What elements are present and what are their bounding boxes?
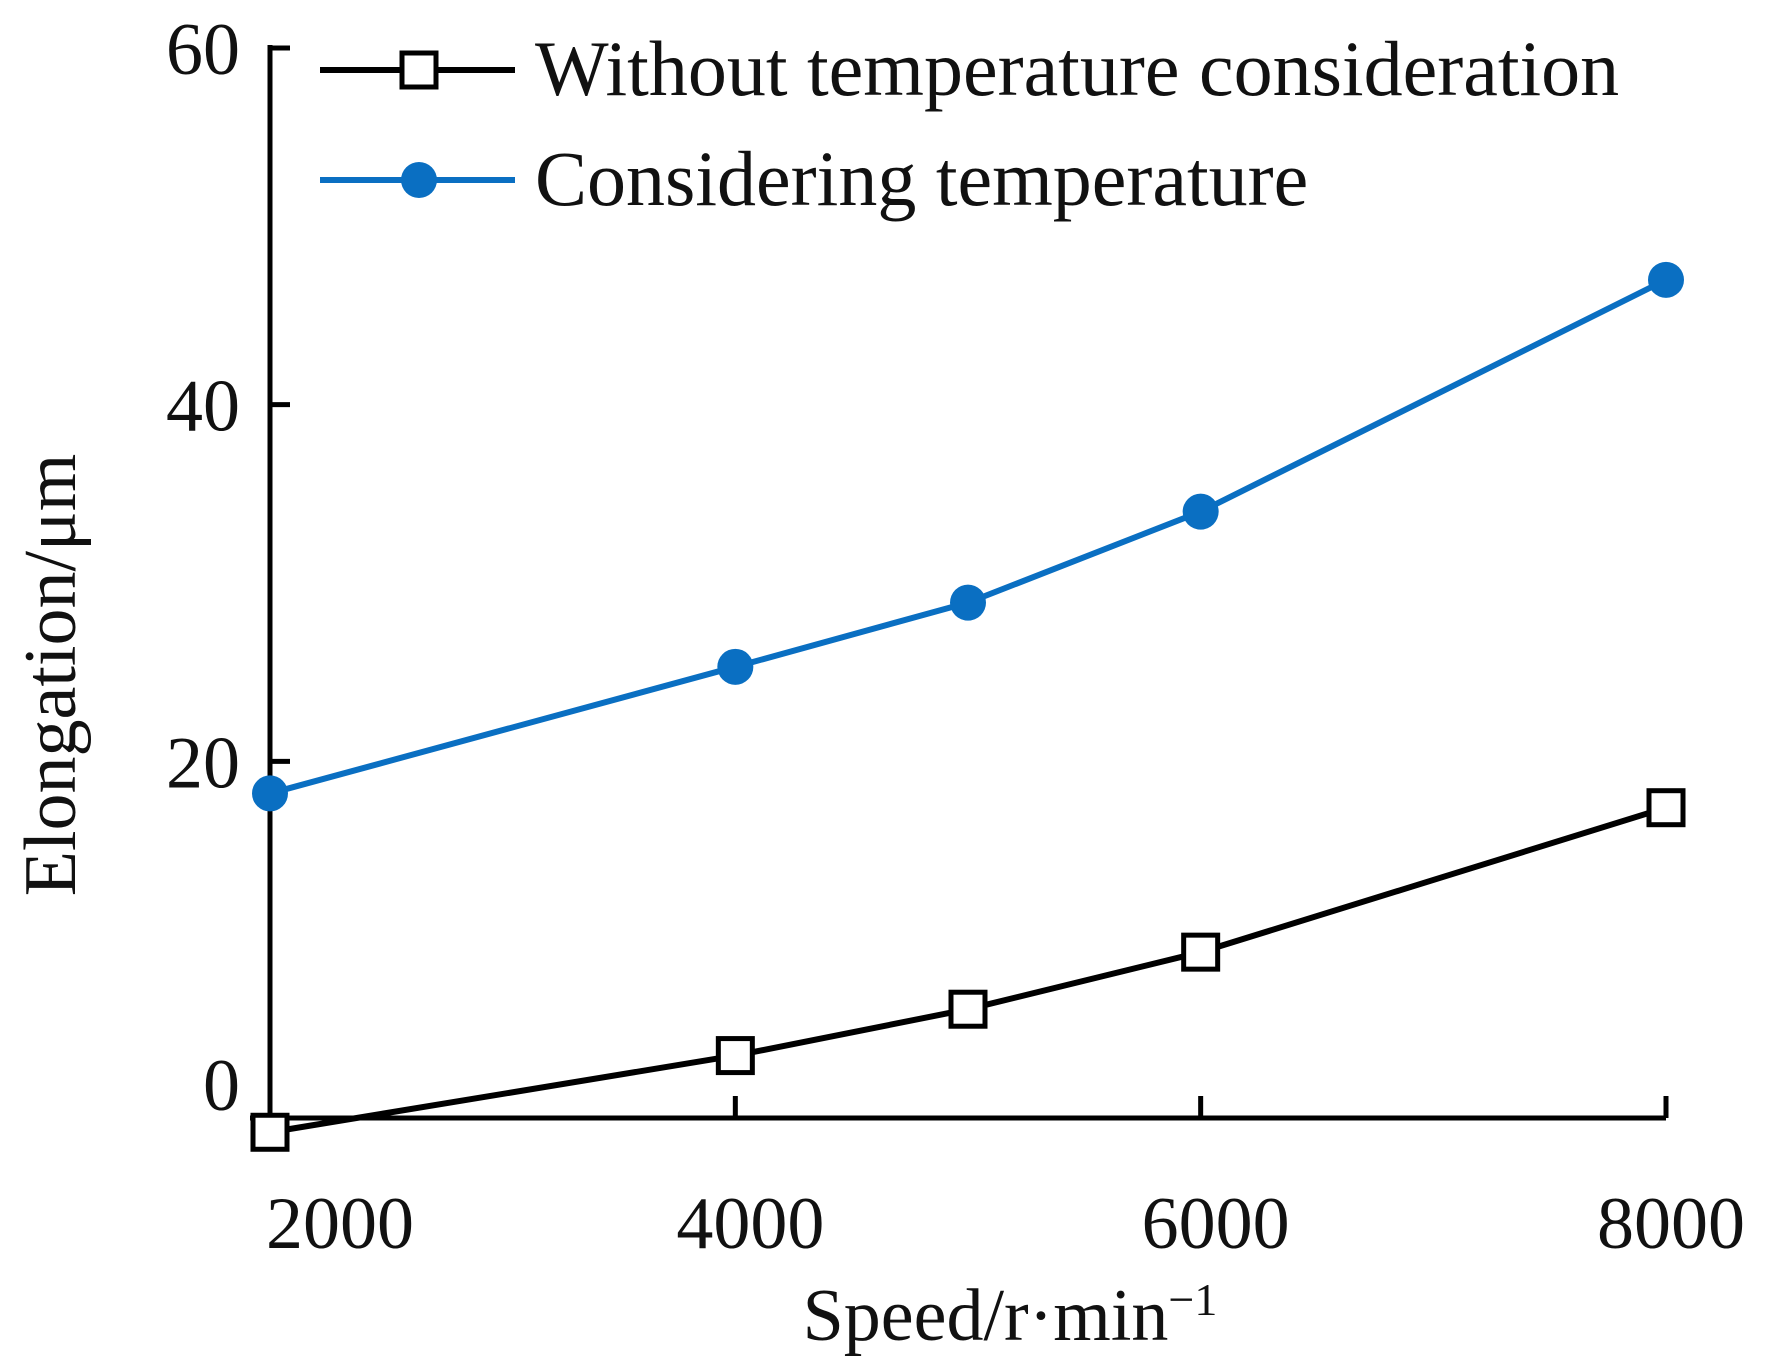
legend-entry-1: Without temperature consideration [320, 25, 1619, 112]
data-point [948, 989, 988, 1029]
x-tick-label: 2000 [266, 1183, 414, 1265]
x-axis-title: Speed/r·min−1 [803, 1274, 1218, 1358]
data-point [1182, 493, 1219, 530]
data-point [715, 1036, 755, 1076]
data-point [1181, 932, 1221, 972]
y-axis-title: Elongation/μm [10, 454, 92, 897]
series-2 [252, 261, 1684, 812]
data-point [250, 1112, 290, 1152]
x-axis-title-main: Speed/r·min [803, 1275, 1169, 1357]
y-ticks: 0 20 40 60 [166, 9, 290, 1127]
legend-marker [401, 162, 437, 198]
x-tick-label: 6000 [1142, 1183, 1290, 1265]
legend-label: Without temperature consideration [535, 25, 1619, 112]
data-point [252, 775, 288, 812]
y-tick-label: 20 [166, 722, 240, 804]
data-point [717, 648, 754, 685]
legend-label: Considering temperature [535, 135, 1308, 222]
x-tick-label: 8000 [1597, 1183, 1745, 1265]
data-point [950, 584, 986, 621]
series-1 [250, 788, 1686, 1152]
legend-marker [399, 50, 439, 90]
y-tick-label: 40 [166, 366, 240, 448]
series-line [269, 277, 1668, 797]
data-point [1648, 261, 1684, 298]
series-layer [250, 261, 1686, 1152]
x-tick-label: 4000 [676, 1183, 824, 1265]
legend-entry-2: Considering temperature [320, 135, 1308, 222]
y-tick-label: 0 [203, 1045, 240, 1127]
legend: Without temperature consideration Conside… [320, 25, 1619, 222]
x-ticks: 2000 4000 6000 8000 [266, 1096, 1745, 1265]
x-axis-title-superscript: −1 [1168, 1274, 1217, 1325]
series-line [269, 804, 1667, 1136]
y-tick-label: 60 [166, 9, 240, 91]
axes [250, 45, 1666, 1121]
data-point [1646, 788, 1686, 828]
